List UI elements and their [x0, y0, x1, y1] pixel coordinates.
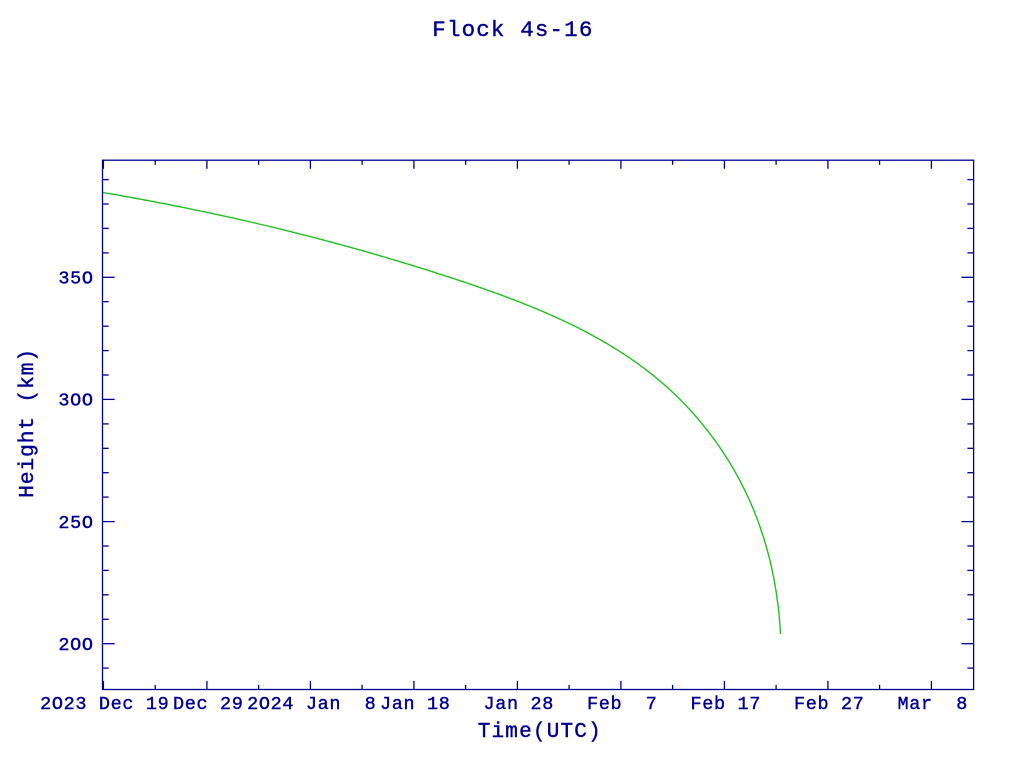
- svg-text:35O: 35O: [58, 269, 93, 290]
- svg-text:Feb 27: Feb 27: [794, 694, 865, 715]
- svg-text:Height (km): Height (km): [16, 348, 40, 498]
- svg-text:Jan 28: Jan 28: [484, 694, 555, 715]
- svg-text:25O: 25O: [58, 513, 93, 534]
- svg-text:Feb 17: Feb 17: [691, 694, 762, 715]
- svg-text:3OO: 3OO: [58, 391, 93, 412]
- svg-text:Time(UTC): Time(UTC): [478, 721, 602, 744]
- svg-text:Flock 4s-16: Flock 4s-16: [432, 17, 593, 43]
- svg-text:Mar 8: Mar 8: [898, 694, 969, 715]
- svg-text:Feb 7: Feb 7: [587, 694, 658, 715]
- svg-text:2O24 Jan 8: 2O24 Jan 8: [247, 694, 376, 715]
- svg-text:Jan 18: Jan 18: [380, 694, 451, 715]
- svg-text:2OO: 2OO: [58, 635, 93, 656]
- svg-text:Dec 29: Dec 29: [173, 694, 244, 715]
- svg-text:2O23 Dec 19: 2O23 Dec 19: [40, 694, 169, 715]
